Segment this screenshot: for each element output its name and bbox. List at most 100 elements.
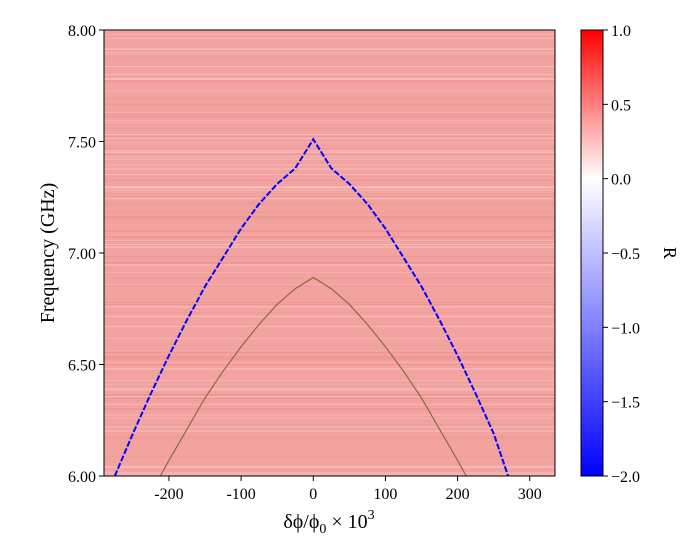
heatmap-stripe (104, 244, 555, 245)
heatmap-stripe (104, 212, 555, 213)
heatmap-stripe (104, 168, 555, 170)
x-axis-label-sup: 3 (368, 508, 375, 523)
colorbar-tick-label: −1.5 (611, 395, 640, 412)
heatmap-stripe (104, 278, 555, 279)
x-axis-label-sub: 0 (319, 522, 326, 537)
heatmap-stripe (104, 48, 555, 50)
heatmap-stripe (104, 104, 555, 105)
heatmap-stripe (104, 116, 555, 117)
heatmap-stripe (104, 52, 555, 53)
heatmap-stripe (104, 246, 555, 248)
heatmap-stripe (104, 272, 555, 273)
heatmap-stripe (104, 400, 555, 401)
heatmap-stripe (104, 156, 555, 157)
heatmap-stripe (104, 152, 555, 153)
x-tick-label: 200 (446, 486, 470, 503)
heatmap-stripe (104, 396, 555, 397)
series-upper-resonance-line (113, 137, 510, 476)
heatmap-stripe (104, 426, 555, 428)
y-tick-label: 6.50 (68, 358, 96, 375)
x-tick-label: 100 (373, 486, 397, 503)
heatmap-stripe (104, 114, 555, 115)
heatmap-stripe (104, 364, 555, 365)
x-tick-label: 0 (309, 486, 317, 503)
heatmap-stripe (104, 456, 555, 457)
colorbar-label: R (660, 247, 680, 259)
heatmap-stripe (104, 394, 555, 396)
x-axis-label-suffix: × 10 (326, 511, 367, 533)
heatmap-stripe (104, 112, 555, 113)
heatmap-stripe (104, 240, 555, 241)
colorbar-tick-label: 0.5 (611, 97, 631, 114)
heatmap-stripe (104, 262, 555, 264)
heatmap-stripe (104, 362, 555, 363)
heatmap-stripe (104, 154, 555, 155)
colorbar-ticks: 1.0 0.5 0.0 −0.5 −1.0 −1.5 −2.0 (603, 23, 640, 486)
heatmap-stripe (104, 198, 555, 199)
heatmap-stripe (104, 390, 555, 391)
heatmap-stripe (104, 230, 555, 232)
heatmap-stripe (104, 148, 555, 149)
heatmap-stripe (104, 284, 555, 285)
series-lower-resonance-line (159, 276, 467, 476)
heatmap-stripe (104, 188, 555, 189)
heatmap-stripe (104, 398, 555, 399)
heatmap-stripe (104, 352, 555, 353)
series-layer (113, 137, 510, 476)
heatmap-stripe (104, 54, 555, 55)
colorbar-tick-label: 0.0 (611, 172, 631, 189)
heatmap-stripe (104, 326, 555, 327)
y-axis-label: Frequency (GHz) (37, 183, 59, 324)
heatmap-stripe (104, 388, 555, 390)
heatmap-stripe (104, 138, 555, 139)
heatmap-stripe (104, 436, 555, 437)
heatmap-stripe (104, 236, 555, 238)
x-tick-label: -100 (226, 486, 255, 503)
heatmap-stripe (104, 120, 555, 121)
heatmap-stripe (104, 430, 555, 432)
heatmap-stripe (104, 78, 555, 80)
colorbar-tick-label: −0.5 (611, 246, 640, 263)
heatmap-stripe (104, 384, 555, 385)
heatmap-stripe (104, 256, 555, 257)
heatmap-stripe (104, 414, 555, 416)
heatmap-stripe (104, 92, 555, 93)
y-tick-label: 7.00 (68, 246, 96, 263)
heatmap-stripe (104, 258, 555, 259)
heatmap-stripe (104, 180, 555, 181)
heatmap-stripe (104, 356, 555, 358)
heatmap-stripe (104, 404, 555, 405)
heatmap-stripe (104, 358, 555, 360)
heatmap-stripe (104, 186, 555, 188)
heatmap-stripe (104, 142, 555, 143)
heatmap-stripe (104, 472, 555, 474)
heatmap-stripe (104, 306, 555, 308)
heatmap-stripe (104, 56, 555, 57)
heatmap-stripe (104, 380, 555, 381)
heatmap-stripe (104, 74, 555, 75)
heatmap-stripe (104, 174, 555, 175)
heatmap-stripe (104, 80, 555, 82)
heatmap-stripe (104, 34, 555, 35)
heatmap-stripe (104, 424, 555, 425)
y-axis-ticks: 6.00 6.50 7.00 7.50 8.00 (68, 23, 104, 486)
heatmap-stripe (104, 98, 555, 99)
heatmap-stripe (104, 474, 555, 475)
heatmap-stripe (104, 202, 555, 203)
heatmap-stripe (104, 190, 555, 191)
colorbar-tick-label: 1.0 (611, 23, 631, 40)
heatmap-stripe (104, 196, 555, 197)
colorbar (580, 29, 604, 477)
heatmap-stripe (104, 216, 555, 218)
heatmap-stripe (104, 368, 555, 370)
heatmap-stripe (104, 408, 555, 410)
heatmap-stripe (104, 150, 555, 152)
heatmap-stripe (104, 350, 555, 351)
y-tick-label: 8.00 (68, 23, 96, 40)
x-axis-ticks: -200 -100 0 100 200 300 (154, 476, 542, 503)
heatmap-stripe (104, 128, 555, 129)
colorbar-tick-label: −1.0 (611, 320, 640, 337)
heatmap-stripe (104, 204, 555, 205)
x-tick-label: -200 (154, 486, 183, 503)
x-tick-label: 300 (518, 486, 542, 503)
